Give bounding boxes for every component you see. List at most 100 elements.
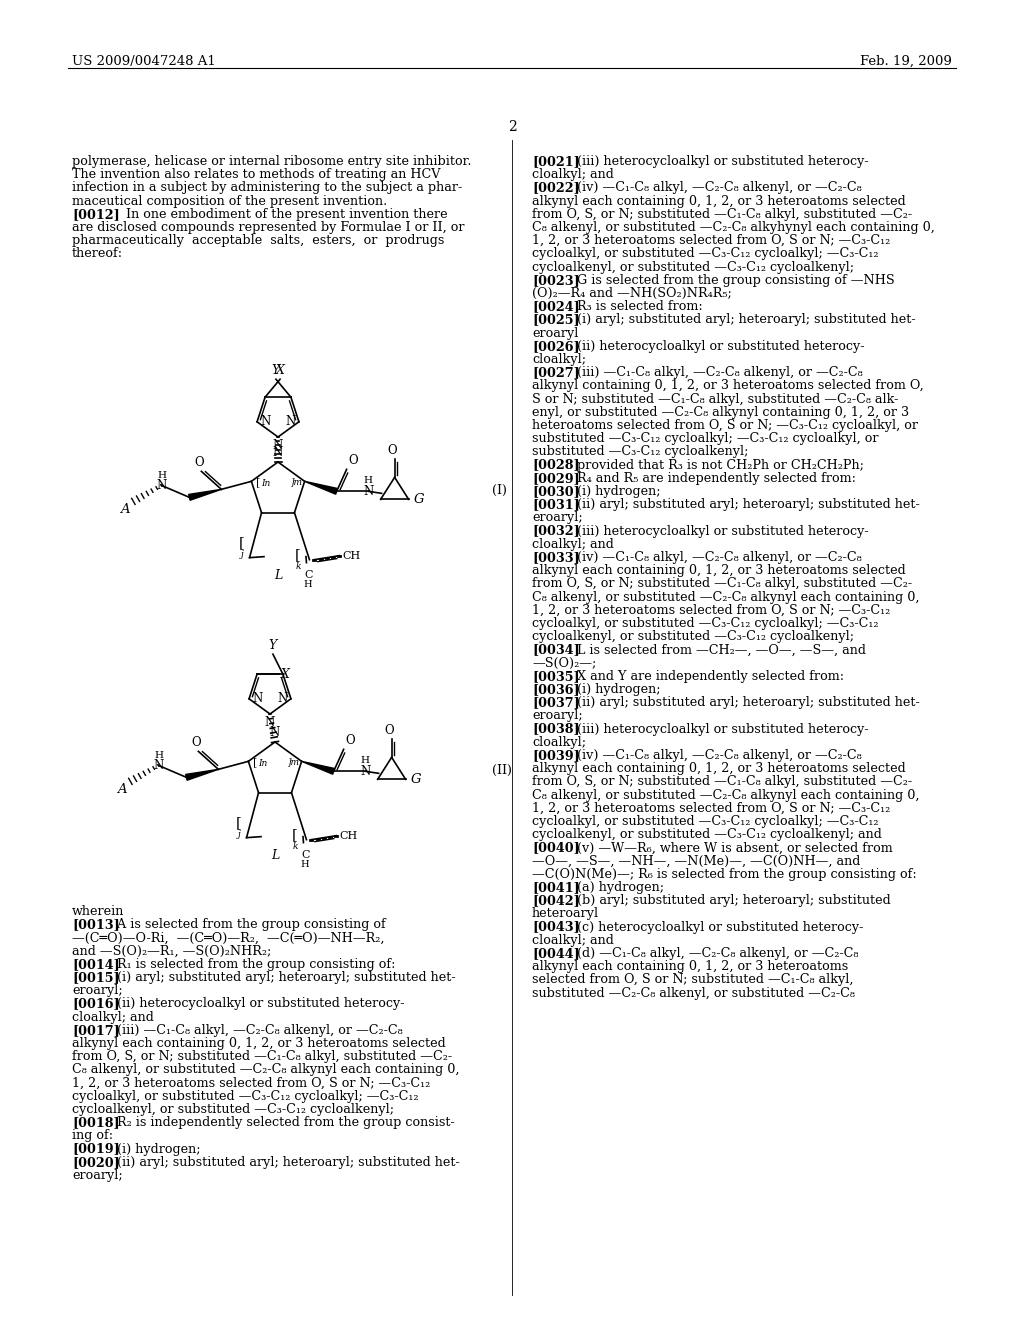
Text: (O)₂—R₄ and —NH(SO₂)NR₄R₅;: (O)₂—R₄ and —NH(SO₂)NR₄R₅;	[532, 286, 732, 300]
Text: L: L	[273, 569, 283, 582]
Text: (i) hydrogen;: (i) hydrogen;	[565, 484, 660, 498]
Text: alkynyl each containing 0, 1, 2, or 3 heteroatoms: alkynyl each containing 0, 1, 2, or 3 he…	[532, 960, 848, 973]
Text: substituted —C₃-C₁₂ cycloalkyl; —C₃-C₁₂ cycloalkyl, or: substituted —C₃-C₁₂ cycloalkyl; —C₃-C₁₂ …	[532, 432, 879, 445]
Text: cloalkyl; and: cloalkyl; and	[532, 537, 613, 550]
Text: [: [	[292, 828, 298, 842]
Text: [0020]: [0020]	[72, 1156, 120, 1168]
Text: eroaryl;: eroaryl;	[532, 709, 583, 722]
Text: cycloalkenyl, or substituted —C₃-C₁₂ cycloalkenyl;: cycloalkenyl, or substituted —C₃-C₁₂ cyc…	[532, 260, 854, 273]
Text: cycloalkenyl, or substituted —C₃-C₁₂ cycloalkenyl;: cycloalkenyl, or substituted —C₃-C₁₂ cyc…	[72, 1104, 394, 1115]
Text: The invention also relates to methods of treating an HCV: The invention also relates to methods of…	[72, 168, 440, 181]
Text: —C(O)N(Me)—; R₆ is selected from the group consisting of:: —C(O)N(Me)—; R₆ is selected from the gro…	[532, 867, 916, 880]
Text: cycloalkyl, or substituted —C₃-C₁₂ cycloalkyl; —C₃-C₁₂: cycloalkyl, or substituted —C₃-C₁₂ cyclo…	[72, 1090, 419, 1102]
Text: 1, 2, or 3 heteroatoms selected from O, S or N; —C₃-C₁₂: 1, 2, or 3 heteroatoms selected from O, …	[532, 801, 890, 814]
Text: (ii) aryl; substituted aryl; heteroaryl; substituted het-: (ii) aryl; substituted aryl; heteroaryl;…	[105, 1156, 460, 1168]
Text: H: H	[158, 471, 167, 480]
Text: US 2009/0047248 A1: US 2009/0047248 A1	[72, 55, 216, 69]
Text: [0019]: [0019]	[72, 1143, 120, 1155]
Text: eroaryl;: eroaryl;	[72, 1170, 123, 1181]
Text: [0026]: [0026]	[532, 339, 580, 352]
Text: [0035]: [0035]	[532, 669, 580, 682]
Text: [: [	[253, 756, 257, 767]
Text: from O, S, or N; substituted —C₁-C₈ alkyl, substituted —C₂-: from O, S, or N; substituted —C₁-C₈ alky…	[72, 1051, 453, 1063]
Text: ]m: ]m	[290, 478, 302, 487]
Text: [0028]: [0028]	[532, 458, 580, 471]
Text: H: H	[304, 579, 312, 589]
Text: wherein: wherein	[72, 906, 124, 917]
Text: —S(O)₂—;: —S(O)₂—;	[532, 656, 596, 669]
Text: C₈ alkenyl, or substituted —C₂-C₈ alkynyl each containing 0,: C₈ alkenyl, or substituted —C₂-C₈ alkyny…	[72, 1064, 460, 1076]
Text: alkynyl containing 0, 1, 2, or 3 heteroatoms selected from O,: alkynyl containing 0, 1, 2, or 3 heteroa…	[532, 379, 924, 392]
Text: In: In	[258, 759, 267, 768]
Text: (i) aryl; substituted aryl; heteroaryl; substituted het-: (i) aryl; substituted aryl; heteroaryl; …	[565, 313, 915, 326]
Text: cycloalkyl, or substituted —C₃-C₁₂ cycloalkyl; —C₃-C₁₂: cycloalkyl, or substituted —C₃-C₁₂ cyclo…	[532, 814, 879, 828]
Text: eroaryl: eroaryl	[532, 326, 579, 339]
Text: heteroaryl: heteroaryl	[532, 907, 599, 920]
Text: pharmaceutically  acceptable  salts,  esters,  or  prodrugs: pharmaceutically acceptable salts, ester…	[72, 234, 444, 247]
Text: cloalkyl;: cloalkyl;	[532, 352, 586, 366]
Text: cycloalkyl, or substituted —C₃-C₁₂ cycloalkyl; —C₃-C₁₂: cycloalkyl, or substituted —C₃-C₁₂ cyclo…	[532, 616, 879, 630]
Text: cycloalkyl, or substituted —C₃-C₁₂ cycloalkyl; —C₃-C₁₂: cycloalkyl, or substituted —C₃-C₁₂ cyclo…	[532, 247, 879, 260]
Text: H: H	[301, 859, 309, 869]
Text: infection in a subject by administering to the subject a phar-: infection in a subject by administering …	[72, 181, 462, 194]
Text: j: j	[238, 830, 240, 838]
Text: [0014]: [0014]	[72, 958, 120, 970]
Text: C: C	[304, 570, 312, 579]
Text: N: N	[272, 440, 283, 451]
Polygon shape	[185, 770, 218, 780]
Text: ing of:: ing of:	[72, 1130, 113, 1142]
Text: X: X	[281, 668, 290, 681]
Text: (iv) —C₁-C₈ alkyl, —C₂-C₈ alkenyl, or —C₂-C₈: (iv) —C₁-C₈ alkyl, —C₂-C₈ alkenyl, or —C…	[565, 550, 862, 564]
Text: X and Y are independently selected from:: X and Y are independently selected from:	[565, 669, 845, 682]
Polygon shape	[188, 490, 221, 500]
Text: (b) aryl; substituted aryl; heteroaryl; substituted: (b) aryl; substituted aryl; heteroaryl; …	[565, 894, 891, 907]
Text: alkynyl each containing 0, 1, 2, or 3 heteroatoms selected: alkynyl each containing 0, 1, 2, or 3 he…	[72, 1038, 445, 1049]
Text: H: H	[155, 751, 164, 760]
Text: Feb. 19, 2009: Feb. 19, 2009	[860, 55, 952, 69]
Text: [: [	[256, 477, 260, 487]
Text: (iii) heterocycloalkyl or substituted heterocy-: (iii) heterocycloalkyl or substituted he…	[565, 524, 869, 537]
Text: alkynyl each containing 0, 1, 2, or 3 heteroatoms selected: alkynyl each containing 0, 1, 2, or 3 he…	[532, 194, 906, 207]
Text: [0037]: [0037]	[532, 696, 580, 709]
Text: (iv) —C₁-C₈ alkyl, —C₂-C₈ alkenyl, or —C₂-C₈: (iv) —C₁-C₈ alkyl, —C₂-C₈ alkenyl, or —C…	[565, 181, 862, 194]
Text: N: N	[360, 764, 371, 777]
Text: Y: Y	[271, 364, 280, 378]
Text: O: O	[195, 457, 204, 470]
Text: cycloalkenyl, or substituted —C₃-C₁₂ cycloalkenyl;: cycloalkenyl, or substituted —C₃-C₁₂ cyc…	[532, 630, 854, 643]
Text: (iii) heterocycloalkyl or substituted heterocy-: (iii) heterocycloalkyl or substituted he…	[565, 722, 869, 735]
Text: —O—, —S—, —NH—, —N(Me)—, —C(O)NH—, and: —O—, —S—, —NH—, —N(Me)—, —C(O)NH—, and	[532, 854, 860, 867]
Text: [0025]: [0025]	[532, 313, 580, 326]
Text: maceutical composition of the present invention.: maceutical composition of the present in…	[72, 194, 387, 207]
Text: [0040]: [0040]	[532, 841, 580, 854]
Text: [0044]: [0044]	[532, 946, 580, 960]
Text: [: [	[295, 548, 301, 561]
Text: C: C	[301, 850, 309, 859]
Text: thereof:: thereof:	[72, 247, 123, 260]
Polygon shape	[302, 762, 335, 775]
Text: enyl, or substituted —C₂-C₈ alkynyl containing 0, 1, 2, or 3: enyl, or substituted —C₂-C₈ alkynyl cont…	[532, 405, 909, 418]
Text: (ii) aryl; substituted aryl; heteroaryl; substituted het-: (ii) aryl; substituted aryl; heteroaryl;…	[565, 696, 920, 709]
Text: are disclosed compounds represented by Formulae I or II, or: are disclosed compounds represented by F…	[72, 220, 465, 234]
Text: (v) —W—R₆, where W is absent, or selected from: (v) —W—R₆, where W is absent, or selecte…	[565, 841, 893, 854]
Text: X: X	[275, 364, 285, 378]
Text: cloalkyl;: cloalkyl;	[532, 735, 586, 748]
Text: alkynyl each containing 0, 1, 2, or 3 heteroatoms selected: alkynyl each containing 0, 1, 2, or 3 he…	[532, 564, 906, 577]
Text: [0012]: [0012]	[72, 207, 120, 220]
Text: [0024]: [0024]	[532, 300, 580, 313]
Text: [: [	[239, 536, 245, 549]
Text: [0030]: [0030]	[532, 484, 580, 498]
Text: [0017]: [0017]	[72, 1024, 120, 1036]
Text: H: H	[360, 756, 369, 766]
Text: O: O	[388, 445, 397, 457]
Text: R₂ is independently selected from the group consist-: R₂ is independently selected from the gr…	[105, 1117, 455, 1129]
Text: from O, S, or N; substituted —C₁-C₈ alkyl, substituted —C₂-: from O, S, or N; substituted —C₁-C₈ alky…	[532, 207, 912, 220]
Text: [0018]: [0018]	[72, 1117, 120, 1129]
Text: (iii) —C₁-C₈ alkyl, —C₂-C₈ alkenyl, or —C₂-C₈: (iii) —C₁-C₈ alkyl, —C₂-C₈ alkenyl, or —…	[565, 366, 863, 379]
Text: N: N	[157, 479, 167, 492]
Text: (iii) heterocycloalkyl or substituted heterocy-: (iii) heterocycloalkyl or substituted he…	[565, 154, 869, 168]
Text: 1, 2, or 3 heteroatoms selected from O, S or N; —C₃-C₁₂: 1, 2, or 3 heteroatoms selected from O, …	[532, 234, 890, 247]
Text: [0022]: [0022]	[532, 181, 580, 194]
Text: C₈ alkenyl, or substituted —C₂-C₈ alkyhynyl each containing 0,: C₈ alkenyl, or substituted —C₂-C₈ alkyhy…	[532, 220, 935, 234]
Text: [0029]: [0029]	[532, 471, 580, 484]
Text: substituted —C₃-C₁₂ cycloalkenyl;: substituted —C₃-C₁₂ cycloalkenyl;	[532, 445, 749, 458]
